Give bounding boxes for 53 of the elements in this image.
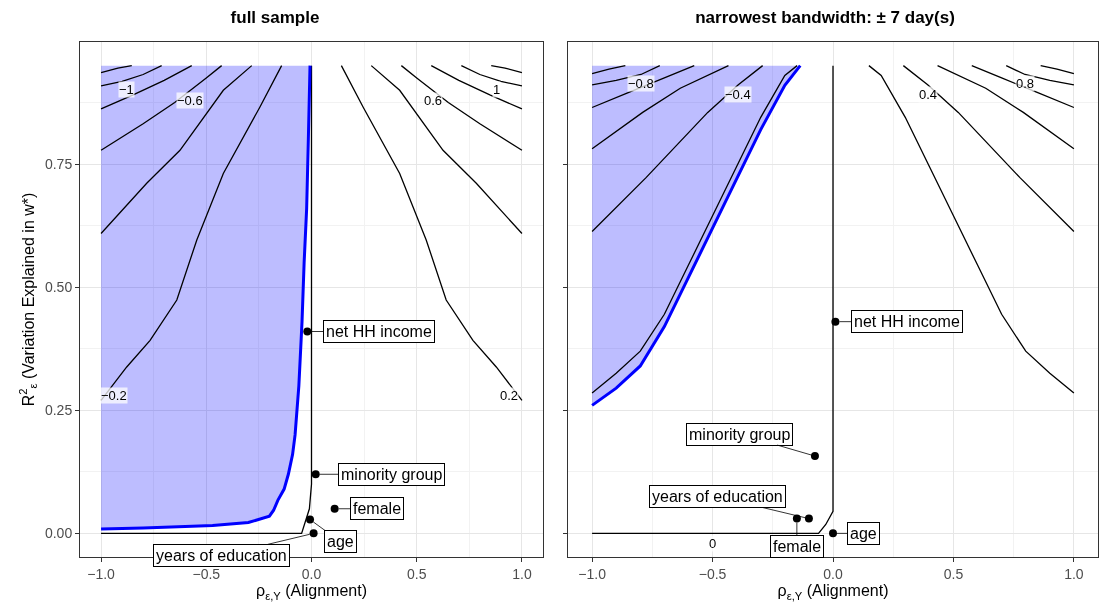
annotation: 0.8 (1016, 76, 1035, 91)
y-tick-label: 0.00 (44, 525, 73, 542)
point (309, 529, 318, 538)
point (829, 529, 837, 538)
annotation: 1 (493, 82, 501, 97)
annotation: 0.2 (500, 388, 519, 403)
chart-title: full sample (230, 8, 320, 28)
annotation: minority group (341, 466, 443, 483)
x-tick-label: −0.5 (698, 565, 727, 582)
annotation: −0.2 (101, 388, 127, 403)
annotation: −1 (119, 82, 134, 97)
line-series (100, 64, 253, 235)
y-tick-label: 0.25 (44, 402, 73, 419)
x-tick-label: 0.0 (301, 565, 322, 582)
annotation: 0 (709, 536, 717, 551)
annotation: 0.4 (919, 87, 938, 102)
annotation: −0.4 (725, 87, 751, 102)
point (306, 515, 315, 524)
annotation: years of education (652, 488, 783, 505)
x-axis-title: ρ$_{ε,Y}$ (Alignment) (256, 582, 367, 602)
x-tick-label: 1.0 (1064, 565, 1084, 582)
point (804, 514, 813, 523)
annotation: female (773, 538, 822, 555)
point (831, 317, 840, 326)
annotation: net HH income (854, 313, 960, 330)
x-tick-label: −0.5 (192, 565, 221, 582)
line-series (400, 64, 523, 151)
annotation: female (353, 500, 402, 517)
point (810, 452, 819, 461)
annotation: 0.6 (424, 93, 443, 108)
x-tick-label: 0.0 (823, 565, 843, 582)
annotation: age (327, 533, 354, 550)
point (303, 327, 312, 336)
chart-title: narrowest bandwidth: ± 7 day(s) (695, 8, 955, 28)
x-tick-label: 1.0 (512, 565, 532, 582)
line-series (370, 64, 523, 235)
point (330, 504, 339, 513)
line-series (100, 64, 223, 151)
annotation: −0.6 (177, 93, 203, 108)
point (311, 470, 320, 479)
x-tick-label: 0.5 (407, 565, 427, 582)
annotation: years of education (156, 547, 287, 564)
x-tick-label: 0.5 (943, 565, 964, 582)
x-tick-label: −1.0 (87, 565, 116, 582)
annotation: age (850, 525, 877, 542)
x-tick-label: −1.0 (578, 565, 607, 582)
x-axis-title: ρ$_{ε,Y}$ (Alignment) (777, 582, 889, 602)
annotation: net HH income (326, 323, 432, 340)
point (792, 514, 801, 523)
y-tick-label: 0.75 (44, 156, 73, 172)
annotation: −0.8 (628, 76, 654, 91)
y-tick-label: 0.50 (44, 279, 73, 296)
annotation: minority group (689, 426, 791, 443)
